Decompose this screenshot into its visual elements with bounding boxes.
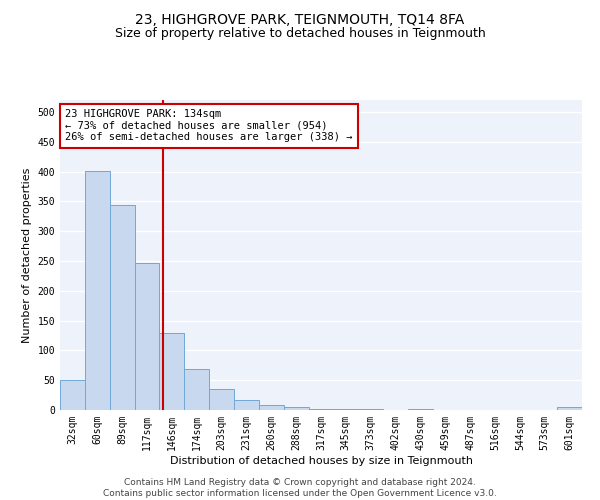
- Bar: [134, 263, 160, 410]
- Bar: [259, 405, 284, 410]
- Bar: [85, 171, 110, 410]
- Y-axis label: Number of detached properties: Number of detached properties: [22, 168, 32, 342]
- Bar: [284, 407, 308, 410]
- Bar: [160, 332, 184, 410]
- Text: Contains HM Land Registry data © Crown copyright and database right 2024.
Contai: Contains HM Land Registry data © Crown c…: [103, 478, 497, 498]
- Text: 23 HIGHGROVE PARK: 134sqm
← 73% of detached houses are smaller (954)
26% of semi: 23 HIGHGROVE PARK: 134sqm ← 73% of detac…: [65, 110, 353, 142]
- Bar: [110, 205, 134, 410]
- Bar: [60, 380, 85, 410]
- Bar: [557, 407, 582, 410]
- Bar: [184, 369, 209, 410]
- Bar: [234, 400, 259, 410]
- Text: 23, HIGHGROVE PARK, TEIGNMOUTH, TQ14 8FA: 23, HIGHGROVE PARK, TEIGNMOUTH, TQ14 8FA: [136, 12, 464, 26]
- X-axis label: Distribution of detached houses by size in Teignmouth: Distribution of detached houses by size …: [170, 456, 473, 466]
- Bar: [308, 409, 334, 410]
- Text: Size of property relative to detached houses in Teignmouth: Size of property relative to detached ho…: [115, 28, 485, 40]
- Bar: [209, 389, 234, 410]
